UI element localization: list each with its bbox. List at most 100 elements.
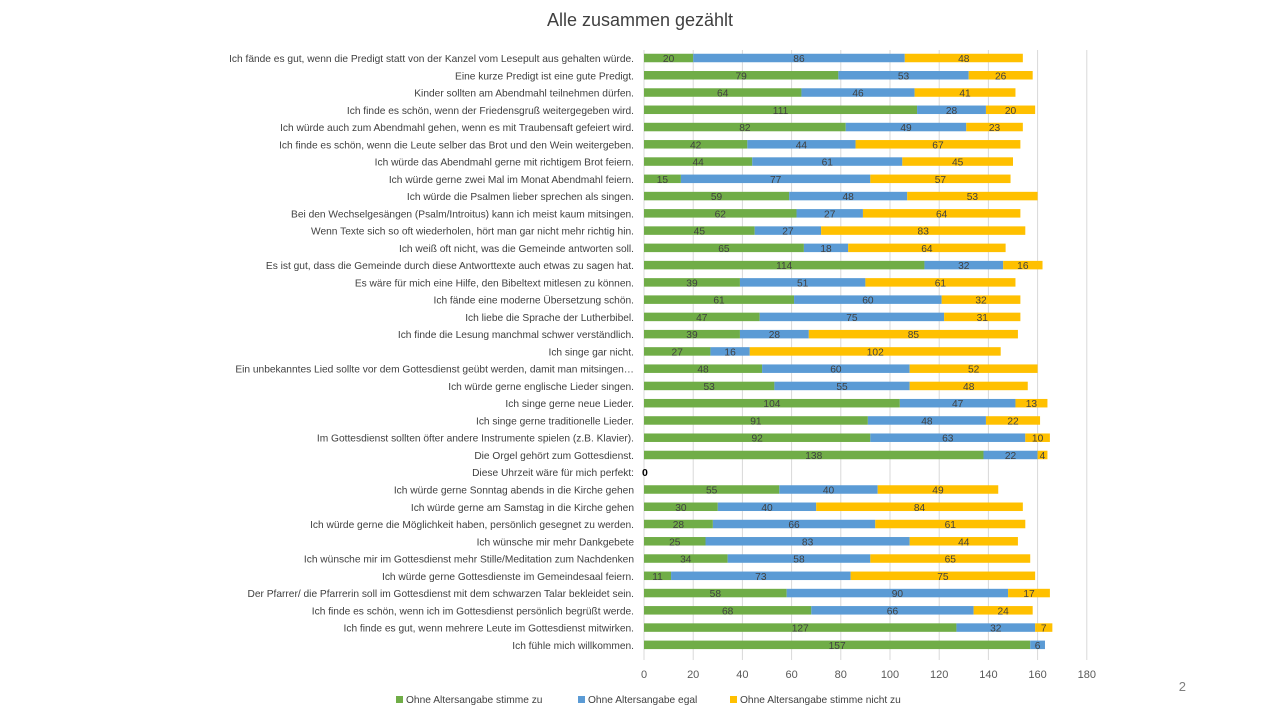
data-label: 63 <box>942 434 954 445</box>
data-label: 0 <box>642 467 648 479</box>
data-label: 91 <box>750 416 762 427</box>
data-label: 84 <box>914 503 926 514</box>
bar-segment <box>875 519 1026 529</box>
data-label: 49 <box>900 123 912 134</box>
data-label: 83 <box>918 227 930 238</box>
data-label: 39 <box>686 278 698 289</box>
data-label: 28 <box>946 106 958 117</box>
data-label: 48 <box>697 365 709 376</box>
bar-segment <box>644 381 775 391</box>
category-label: Ich würde gerne zwei Mal im Monat Abendm… <box>389 175 634 186</box>
x-tick-label: 120 <box>930 669 948 681</box>
data-label: 66 <box>887 606 899 617</box>
category-label: Ich finde es gut, wenn mehrere Leute im … <box>344 624 634 635</box>
data-label: 32 <box>958 261 970 272</box>
category-label: Ich würde gerne Sonntag abends in die Ki… <box>394 486 634 497</box>
bar-segment <box>877 485 999 494</box>
bar-segment <box>759 312 945 322</box>
bar-segment <box>644 209 797 218</box>
bar-segment <box>944 312 1021 322</box>
bar-segment <box>644 122 846 132</box>
data-label: 114 <box>776 261 793 272</box>
category-label: Es wäre für mich eine Hilfe, den Bibelte… <box>355 278 634 289</box>
bar-segment <box>1025 433 1050 442</box>
category-label: Diese Uhrzeit wäre für mich perfekt: <box>472 468 634 479</box>
data-label: 75 <box>937 572 949 583</box>
data-label: 61 <box>822 158 834 169</box>
data-label: 44 <box>958 537 970 548</box>
data-label: 22 <box>1007 416 1019 427</box>
x-tick-label: 40 <box>736 669 748 681</box>
bar-segment <box>816 502 1023 512</box>
bar-segment <box>909 364 1038 373</box>
category-label: Ich würde auch zum Abendmahl gehen, wenn… <box>280 123 634 134</box>
data-label: 127 <box>792 624 809 635</box>
category-label: Ich fühle mich willkommen. <box>512 641 634 652</box>
legend-label: Ohne Altersangabe stimme zu <box>406 695 542 706</box>
bar-segment <box>644 312 760 322</box>
bar-segment <box>644 191 790 201</box>
data-label: 18 <box>820 244 832 255</box>
data-label: 48 <box>843 192 855 203</box>
data-label: 27 <box>782 227 794 238</box>
x-tick-label: 20 <box>687 669 699 681</box>
category-label: Ich finde die Lesung manchmal schwer ver… <box>398 330 634 341</box>
bar-segment <box>762 364 910 373</box>
data-label: 6 <box>1035 641 1041 652</box>
data-label: 16 <box>724 347 736 358</box>
data-label: 102 <box>867 347 884 358</box>
data-label: 47 <box>952 399 964 410</box>
bar-segment <box>838 71 969 80</box>
bar-segment <box>985 105 1036 115</box>
bar-segment <box>983 450 1038 460</box>
bar-segment <box>1037 450 1048 460</box>
data-label: 27 <box>824 209 836 220</box>
bar-segment <box>870 554 1031 563</box>
bar-segment <box>909 381 1028 391</box>
data-label: 4 <box>1040 451 1046 462</box>
bar-segment <box>644 71 839 80</box>
bar-segment <box>966 122 1023 132</box>
bar-segment <box>644 502 718 512</box>
data-label: 46 <box>852 89 864 100</box>
bar-segment <box>644 623 957 632</box>
bar-segment <box>1008 588 1050 598</box>
bar-segment <box>749 347 1001 356</box>
data-label: 83 <box>802 537 814 548</box>
bar-segment <box>644 554 728 563</box>
bar-segment <box>968 71 1033 80</box>
bar-segment <box>821 226 1026 235</box>
bar-segment <box>710 347 750 356</box>
x-tick-label: 100 <box>881 669 899 681</box>
bar-segment <box>904 53 1023 63</box>
bar-segment <box>644 295 795 304</box>
bar-segment <box>865 278 1016 287</box>
bar-segment <box>644 157 753 166</box>
category-label: Ein unbekanntes Lied sollte vor dem Gott… <box>235 365 634 376</box>
bar-segment <box>644 278 740 287</box>
bar-segment <box>902 157 1013 166</box>
data-label: 61 <box>945 520 957 531</box>
data-label: 90 <box>892 589 904 600</box>
bar-segment <box>644 105 918 115</box>
data-label: 92 <box>751 434 763 445</box>
bar-segment <box>1035 623 1053 632</box>
bar-segment <box>754 226 822 235</box>
bar-segment <box>867 416 986 425</box>
data-label: 28 <box>673 520 685 531</box>
data-label: 68 <box>722 606 734 617</box>
bar-segment <box>717 502 817 512</box>
data-label: 57 <box>935 175 947 186</box>
data-label: 58 <box>710 589 722 600</box>
data-label: 55 <box>836 382 848 393</box>
legend-swatch <box>396 696 403 703</box>
data-label: 41 <box>959 89 971 100</box>
data-label: 48 <box>963 382 975 393</box>
bar-segment <box>644 53 694 63</box>
data-label: 27 <box>672 347 684 358</box>
data-label: 25 <box>669 537 681 548</box>
bar-segment <box>917 105 986 115</box>
data-label: 48 <box>958 54 970 65</box>
data-label: 44 <box>692 158 704 169</box>
